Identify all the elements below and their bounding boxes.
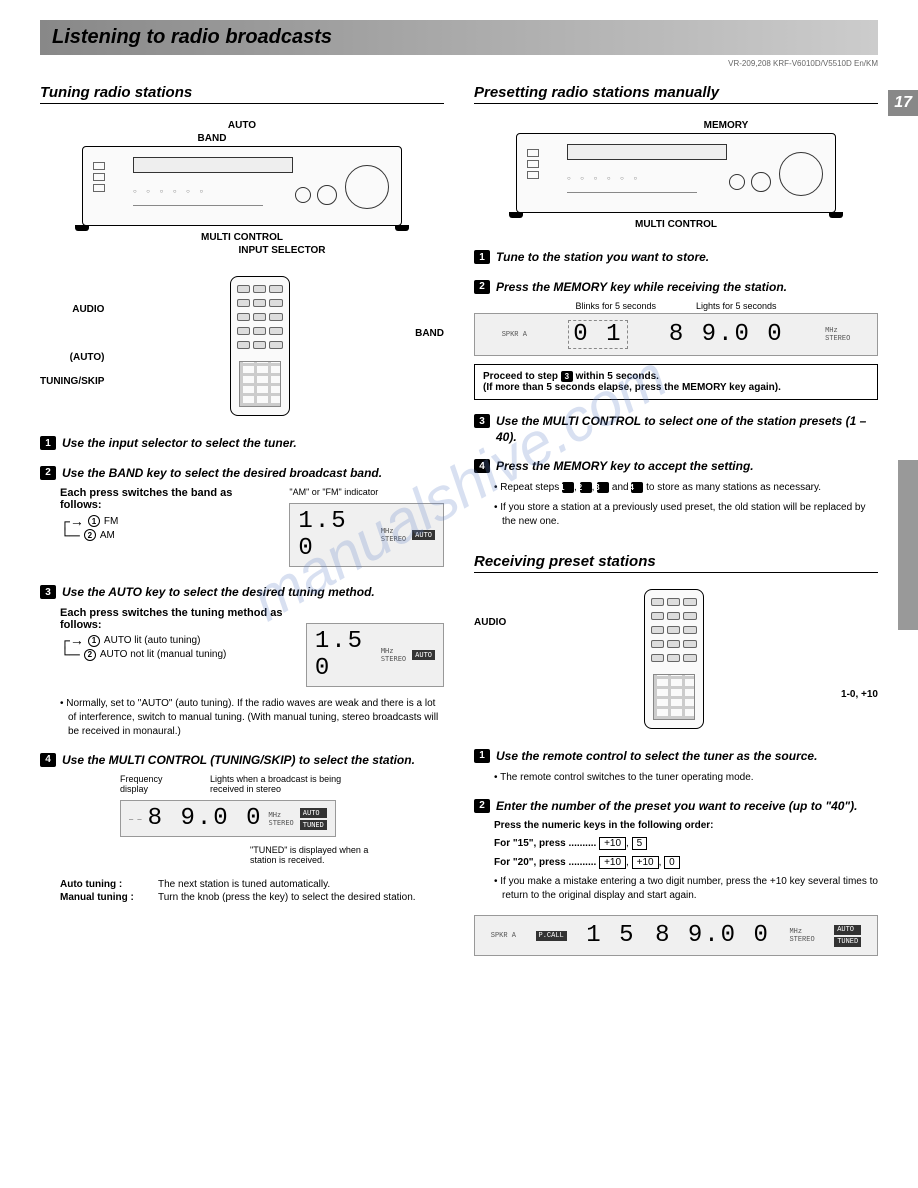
indicator-label: "AM" or "FM" indicator: [289, 487, 444, 497]
step-badge: 3: [474, 414, 490, 428]
repeat-bullet: Repeat steps 1, 2, 3 and 4 to store as m…: [494, 481, 878, 495]
replace-bullet: If you store a station at a previously u…: [494, 501, 878, 529]
tuned-note: "TUNED" is displayed when a station is r…: [250, 845, 380, 865]
right-step-3: 3 Use the MULTI CONTROL to select one of…: [474, 414, 878, 445]
callout-auto: AUTO: [228, 120, 256, 131]
remote-label-numeric: 1-0, +10: [841, 683, 878, 707]
lcd-display-1: 1.5 0 MHz STEREO AUTO: [289, 503, 444, 567]
numeric-order-label: Press the numeric keys in the following …: [494, 820, 878, 831]
note-line-1: Proceed to step 3 within 5 seconds.: [483, 371, 659, 382]
def-manual-desc: Turn the knob (press the key) to select …: [158, 892, 416, 903]
receiver-diagram-left: AUTO BAND ○ ○ ○ ○ ○ ○ MULTI CONTROL: [40, 120, 444, 256]
mistake-bullet: If you make a mistake entering a two dig…: [494, 875, 878, 903]
callout-multi-control: MULTI CONTROL: [201, 232, 283, 243]
def-auto-term: Auto tuning :: [60, 879, 152, 890]
lcd-freq: 8 9.0 0: [655, 922, 770, 949]
step-text: Use the AUTO key to select the desired t…: [62, 585, 375, 601]
lcd-display-final: SPKR A P.CALL 1 5 8 9.0 0 MHz STEREO AUT…: [474, 915, 878, 956]
header-title: Listening to radio broadcasts: [52, 26, 332, 48]
lcd-preset-num: 1 5: [586, 922, 635, 949]
remote-label-audio: AUDIO: [40, 298, 104, 322]
step-badge: 3: [40, 585, 56, 599]
receive-step-1: 1 Use the remote control to select the t…: [474, 749, 878, 765]
step-badge: 2: [474, 799, 490, 813]
callout-band: BAND: [198, 133, 227, 144]
callout-input-selector: INPUT SELECTOR: [238, 245, 325, 256]
step-badge: 2: [474, 280, 490, 294]
receiver-illustration: ○ ○ ○ ○ ○ ○: [516, 133, 836, 213]
auto-lit: AUTO lit (auto tuning): [104, 635, 201, 646]
left-step-3: 3 Use the AUTO key to select the desired…: [40, 585, 444, 601]
step-badge: 1: [474, 749, 490, 763]
page-number: 17: [888, 90, 918, 116]
lcd-freq: 8 9.0 0: [669, 321, 784, 348]
step-text: Use the MULTI CONTROL (TUNING/SKIP) to s…: [62, 753, 415, 769]
receive-step1-bullet: The remote control switches to the tuner…: [494, 771, 878, 785]
receiver-illustration: ○ ○ ○ ○ ○ ○: [82, 146, 402, 226]
section-title-presetting: Presetting radio stations manually: [474, 84, 878, 104]
left-step-1: 1 Use the input selector to select the t…: [40, 436, 444, 452]
note-line-2: (If more than 5 seconds elapse, press th…: [483, 382, 781, 393]
step-text: Enter the number of the preset you want …: [496, 799, 857, 815]
lcd-display-3: — — 8 9.0 0 MHz STEREO AUTO TUNED: [120, 800, 336, 837]
lcd-preset-num: 0 1: [568, 320, 627, 349]
receiver-diagram-right: MEMORY ○ ○ ○ ○ ○ ○ MULTI CONTROL: [474, 120, 878, 230]
lcd-label-stereo: Lights when a broadcast is being receive…: [210, 774, 370, 794]
step-badge: 1: [474, 250, 490, 264]
step-text: Tune to the station you want to store.: [496, 250, 709, 266]
lcd-freq: 1.5 0: [315, 628, 375, 682]
remote-diagram-left: AUDIO (AUTO) TUNING/SKIP: [40, 276, 444, 416]
callout-multi-control-r: MULTI CONTROL: [635, 219, 717, 230]
step-text: Use the MULTI CONTROL to select one of t…: [496, 414, 878, 445]
callout-memory: MEMORY: [704, 120, 749, 131]
receive-step-2: 2 Enter the number of the preset you wan…: [474, 799, 878, 815]
def-auto-desc: The next station is tuned automatically.: [158, 879, 330, 890]
auto-not-lit: AUTO not lit (manual tuning): [100, 649, 227, 660]
lcd-display-preset: SPKR A 0 1 8 9.0 0 MHz STEREO: [474, 313, 878, 356]
step3-note: Normally, set to "AUTO" (auto tuning). I…: [60, 697, 444, 739]
remote-label-audio-r: AUDIO: [474, 611, 506, 635]
step-text: Press the MEMORY key to accept the setti…: [496, 459, 754, 475]
remote-label-auto: (AUTO): [40, 346, 104, 370]
tuning-switch-label: Each press switches the tuning method as…: [60, 607, 286, 631]
remote-label-band: BAND: [415, 322, 444, 346]
proceed-note-box: Proceed to step 3 within 5 seconds. (If …: [474, 364, 878, 400]
step-badge: 1: [40, 436, 56, 450]
band-am: AM: [100, 530, 115, 541]
left-step-2: 2 Use the BAND key to select the desired…: [40, 466, 444, 482]
key-example-15: For "15", press .......... +10, 5: [494, 837, 878, 850]
right-step-4: 4 Press the MEMORY key to accept the set…: [474, 459, 878, 475]
right-column: Presetting radio stations manually MEMOR…: [474, 84, 878, 956]
remote-illustration: [230, 276, 290, 416]
right-step-1: 1 Tune to the station you want to store.: [474, 250, 878, 266]
remote-illustration: [644, 589, 704, 729]
lcd-label-lights: Lights for 5 seconds: [696, 301, 777, 311]
step-badge: 2: [40, 466, 56, 480]
side-tab: [898, 460, 918, 630]
key-example-20: For "20", press .......... +10, +10, 0: [494, 856, 878, 869]
band-fm: FM: [104, 516, 118, 527]
left-step-4: 4 Use the MULTI CONTROL (TUNING/SKIP) to…: [40, 753, 444, 769]
page-header: Listening to radio broadcasts: [40, 20, 878, 55]
remote-label-tuning: TUNING/SKIP: [40, 370, 104, 394]
lcd-display-2: 1.5 0 MHz STEREO AUTO: [306, 623, 444, 687]
model-line: VR-209,208 KRF-V6010D/V5510D En/KM: [40, 59, 878, 68]
lcd-label-blinks: Blinks for 5 seconds: [575, 301, 656, 311]
step-text: Use the remote control to select the tun…: [496, 749, 817, 765]
step-text: Use the input selector to select the tun…: [62, 436, 297, 452]
step-text: Use the BAND key to select the desired b…: [62, 466, 382, 482]
step-text: Press the MEMORY key while receiving the…: [496, 280, 787, 296]
left-column: Tuning radio stations AUTO BAND ○ ○ ○ ○ …: [40, 84, 444, 956]
def-manual-term: Manual tuning :: [60, 892, 152, 903]
section-title-receiving: Receiving preset stations: [474, 553, 878, 573]
lcd-label-freq: Frequency display: [120, 774, 190, 794]
remote-diagram-right: AUDIO 1-0, +10: [474, 589, 878, 729]
lcd-freq: 1.5 0: [298, 508, 374, 562]
step-badge: 4: [474, 459, 490, 473]
step-badge: 4: [40, 753, 56, 767]
lcd-freq: 8 9.0 0: [148, 805, 263, 832]
right-step-2: 2 Press the MEMORY key while receiving t…: [474, 280, 878, 296]
band-switch-label: Each press switches the band as follows:: [60, 487, 269, 511]
section-title-tuning: Tuning radio stations: [40, 84, 444, 104]
